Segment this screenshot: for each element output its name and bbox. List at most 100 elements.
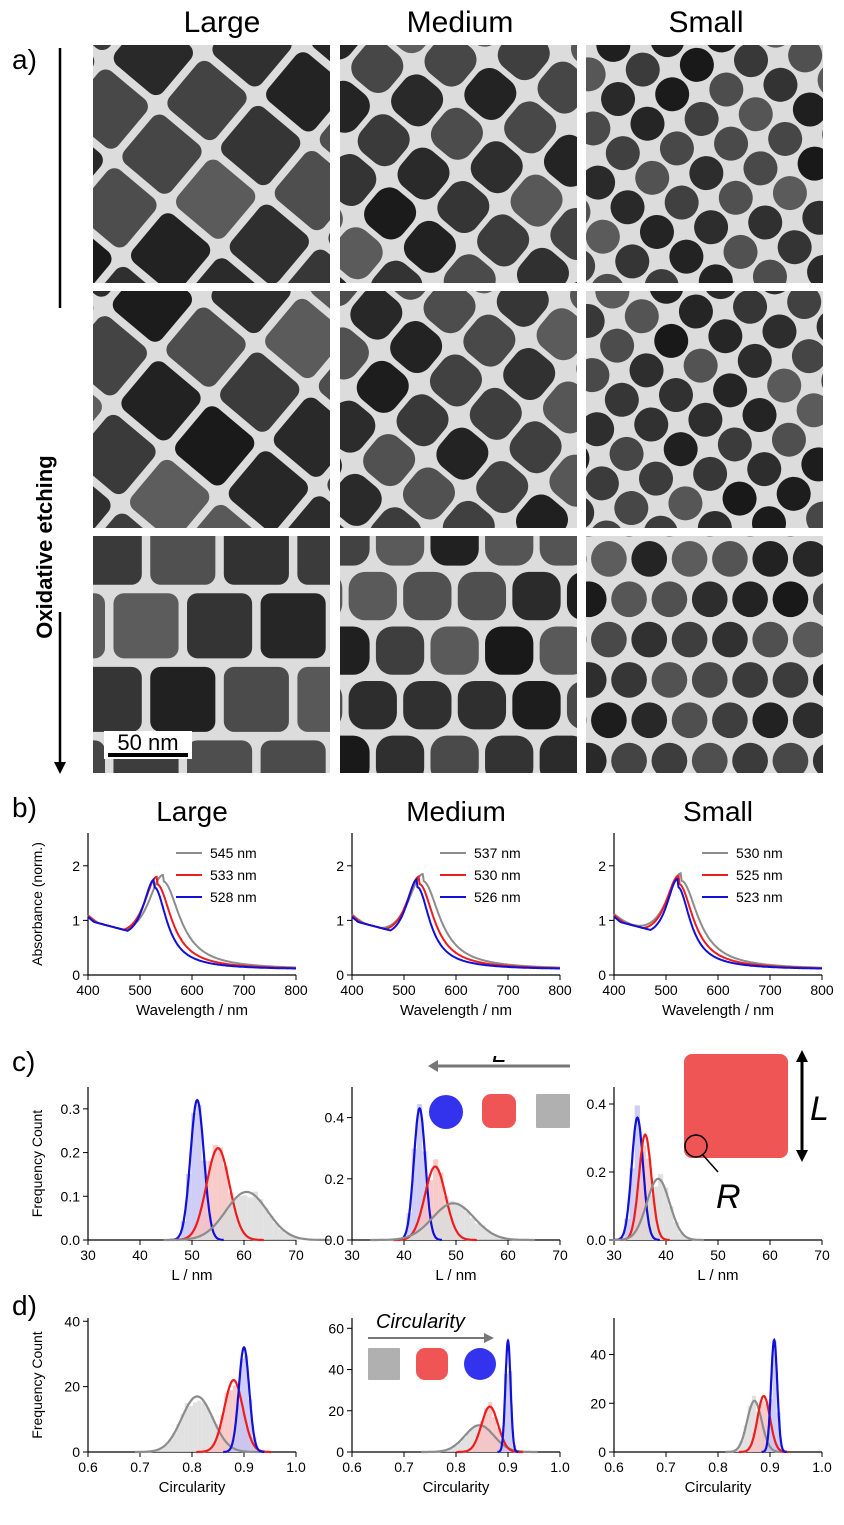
d-large-bar-gray — [209, 1416, 214, 1452]
c-large-bar-gray — [252, 1191, 259, 1240]
c-medium-bar-blue — [416, 1104, 423, 1240]
c-large-xtick: 30 — [80, 1247, 96, 1263]
d-large-xtick: 1.0 — [286, 1459, 306, 1475]
b-small-xlabel: Wavelength / nm — [662, 1002, 774, 1019]
c-small-bar-gray — [673, 1222, 679, 1240]
d-small-xtick: 0.9 — [760, 1459, 780, 1475]
d-large-bar-blue — [231, 1439, 236, 1452]
d-medium-bar-blue — [503, 1373, 508, 1452]
d-medium-bar-red — [471, 1445, 476, 1452]
d-large-bar-gray — [184, 1403, 189, 1452]
b-medium-xtick: 600 — [444, 982, 468, 998]
b-small-series-blue — [613, 877, 822, 970]
d-large-bar-gray — [155, 1449, 160, 1452]
tem-image-r1-c2 — [340, 45, 577, 283]
c-medium-bar-gray — [480, 1225, 486, 1240]
d-small-xtick: 1.0 — [812, 1459, 832, 1475]
circularity-cube-icon — [368, 1348, 400, 1380]
c-medium-bar-blue — [411, 1148, 417, 1240]
d-medium-bar-red — [475, 1435, 480, 1452]
c-small-bar-gray — [657, 1174, 664, 1240]
c-medium-ytick: 0.4 — [325, 1110, 345, 1126]
c-large-bar-gray — [195, 1236, 201, 1240]
b-large-ytick: 0 — [72, 967, 80, 983]
b-small-ytick: 2 — [598, 858, 606, 874]
c-small-bar-blue — [634, 1105, 640, 1240]
c-small-bar-red — [630, 1224, 636, 1240]
b-medium-xlabel: Wavelength / nm — [400, 1002, 512, 1019]
tem-image-r2-c1 — [93, 291, 330, 528]
c-large-ytick: 0.3 — [61, 1101, 81, 1117]
c-small-bar-gray — [683, 1237, 690, 1240]
d-small-bar-gray — [751, 1395, 757, 1452]
d-large-fit-gray — [134, 1395, 260, 1454]
b-medium-xtick: 800 — [548, 982, 572, 998]
c-medium-bar-gray — [412, 1232, 419, 1240]
etching-arrow — [54, 48, 66, 774]
c-small-xtick: 70 — [814, 1247, 830, 1263]
inset-c-size-shapes: L — [428, 1056, 570, 1129]
b-large-xlabel: Wavelength / nm — [136, 1002, 248, 1019]
d-small-bar-gray — [743, 1425, 748, 1452]
c-medium-xlabel: L / nm — [435, 1267, 476, 1284]
scale-bar: 50 nm — [104, 731, 192, 759]
c-small-bar-gray — [642, 1209, 648, 1240]
c-medium-xtick: 70 — [552, 1247, 568, 1263]
b-large-title: Large — [156, 796, 228, 827]
d-medium-xlabel: Circularity — [423, 1479, 490, 1496]
c-small-bar-gray — [663, 1187, 669, 1240]
c-medium-bar-gray — [438, 1211, 445, 1240]
inset-d-label: Circularity — [376, 1311, 466, 1333]
d-large-bar-gray — [205, 1407, 210, 1452]
d-small-xtick: 0.7 — [656, 1459, 676, 1475]
inset-c-length-label: L — [492, 1056, 506, 1068]
d-large-bar-red — [207, 1449, 212, 1452]
inset-d-circularity-shapes: Circularity — [368, 1311, 496, 1380]
d-large-bar-blue — [235, 1404, 240, 1452]
b-medium-series-red — [351, 875, 560, 970]
c-medium-bar-red — [422, 1196, 428, 1240]
c-large-fit-blue — [169, 1098, 224, 1242]
d-large-xtick: 0.6 — [78, 1459, 98, 1475]
d-medium-xtick: 0.6 — [342, 1459, 362, 1475]
scale-bar-label: 50 nm — [117, 730, 179, 755]
c-large-bar-gray — [206, 1231, 212, 1240]
b-large-ytick: 1 — [72, 912, 80, 928]
d-medium-xtick: 0.7 — [394, 1459, 414, 1475]
d-medium-bar-gray — [461, 1437, 467, 1452]
d-medium-ytick: 0 — [336, 1444, 344, 1460]
c-small-bar-red — [640, 1145, 647, 1240]
d-large-bar-gray — [163, 1444, 169, 1452]
c-small-xtick: 60 — [762, 1247, 778, 1263]
c-large-bar-gray — [258, 1199, 264, 1240]
c-medium-ytick: 0.2 — [325, 1171, 345, 1187]
c-medium-bar-gray — [475, 1223, 481, 1240]
c-large-bar-blue — [185, 1173, 192, 1240]
b-small-xtick: 400 — [602, 982, 626, 998]
d-small-ytick: 20 — [590, 1395, 606, 1411]
c-small-bar-blue — [629, 1168, 635, 1240]
d-medium-ytick: 20 — [328, 1403, 344, 1419]
b-medium-legend-gray: 537 nm — [474, 845, 521, 861]
c-small-bar-gray — [647, 1195, 653, 1240]
c-medium-bar-red — [433, 1159, 439, 1240]
b-small-xtick: 500 — [654, 982, 678, 998]
c-large-bar-gray — [226, 1204, 233, 1240]
c-large-xtick: 70 — [288, 1247, 304, 1263]
d-medium-ytick: 40 — [328, 1362, 344, 1378]
panel-label-c: c) — [12, 1046, 36, 1077]
shape-cube-icon — [536, 1094, 570, 1128]
d-medium-bar-red — [483, 1408, 489, 1452]
d-medium-fit-blue — [497, 1338, 519, 1453]
c-medium-xtick: 40 — [396, 1247, 412, 1263]
d-large-bar-gray — [180, 1413, 185, 1452]
d-small-bar-gray — [747, 1405, 752, 1452]
c-large-bar-red — [191, 1229, 197, 1240]
geometry-length-label: L — [810, 1090, 829, 1128]
b-small-ytick: 0 — [598, 967, 606, 983]
tem-image-r2-c2 — [340, 291, 577, 528]
d-large-bar-red — [220, 1414, 225, 1452]
tem-image-r1-c3 — [586, 45, 823, 283]
b-large-xtick: 400 — [76, 982, 100, 998]
tem-image-r2-c3 — [586, 291, 823, 528]
